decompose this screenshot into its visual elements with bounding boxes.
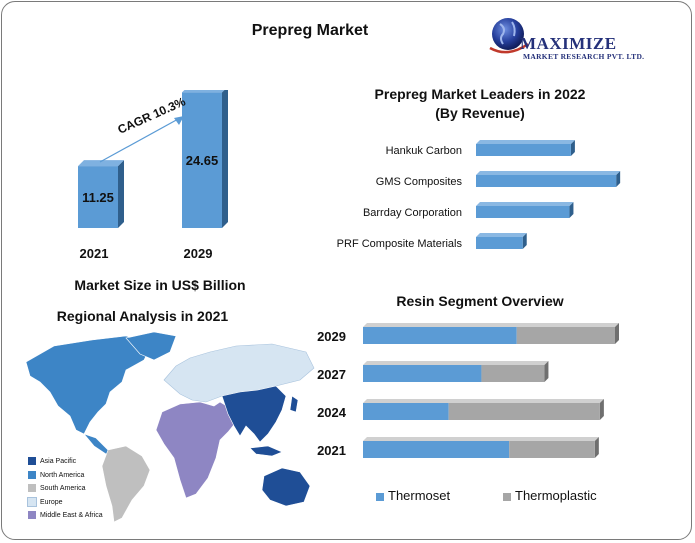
resin-bar-side-2024 (599, 399, 604, 420)
legend-item-north-america: North America (28, 469, 103, 483)
resin-bar-side-2021 (594, 437, 599, 458)
market-bar-2029-top (182, 90, 225, 93)
leader-bar-0 (476, 140, 575, 156)
market-year-label-2029: 2029 (184, 246, 213, 261)
market-bar-2029-side (222, 90, 228, 228)
resin-bar-side-2029 (615, 323, 619, 344)
leaders-chart: Hankuk Carbon GMS Composites Barrday Corpo… (337, 140, 621, 250)
market-year-label-2021: 2021 (80, 246, 109, 261)
leader-label-3: PRF Composite Materials (337, 238, 463, 250)
leader-bar-2 (476, 202, 574, 218)
leader-bar-0-face (476, 144, 571, 156)
leader-bar-3-top (476, 233, 527, 237)
resin-year-label-2027: 2027 (317, 367, 346, 382)
regional-title: Regional Analysis in 2021 (56, 308, 229, 324)
resin-year-label-2024: 2024 (317, 405, 347, 420)
resin-bar-top-2029 (363, 323, 619, 327)
map-mea (155, 401, 237, 499)
leader-bar-2-top (476, 202, 574, 206)
page-title: Prepreg Market (251, 22, 369, 39)
resin-bar-2029 (363, 323, 619, 344)
market-bar-2021-top (78, 160, 124, 167)
globe-logo-icon (489, 18, 529, 54)
resin-thermoplastic-2024 (448, 403, 600, 420)
resin-thermoset-2021 (363, 441, 510, 458)
market-bar-label-2021: 11.25 (82, 190, 114, 205)
market-bar-2029-face (182, 92, 222, 228)
cagr-arrow-line (99, 117, 181, 163)
leaders-title-line2: (By Revenue) (435, 105, 525, 121)
legend-item-south-america: South America (28, 482, 103, 496)
market-bar-2021-face (78, 166, 118, 228)
market-size-chart: 11.25 2021 24.65 2029 CAGR 10.3% (78, 90, 228, 261)
market-size-caption: Market Size in US$ Billion (74, 277, 246, 293)
resin-bar-side-2027 (544, 361, 549, 382)
resin-bar-top-2027 (363, 361, 549, 365)
leader-bar-2-face (476, 206, 570, 218)
resin-title: Resin Segment Overview (396, 293, 564, 309)
map-south-america (101, 445, 151, 523)
resin-year-label-2029: 2029 (317, 329, 346, 344)
leader-bar-0-side (570, 140, 575, 156)
map-greenland (125, 331, 177, 361)
leader-bar-1 (476, 171, 621, 187)
resin-bar-2024 (363, 399, 604, 420)
leader-bar-1-face (476, 175, 617, 187)
leader-bar-1-top (476, 171, 621, 175)
resin-bar-top-2021 (363, 437, 599, 441)
map-europe (163, 343, 315, 403)
leader-label-2: Barrday Corporation (363, 207, 462, 219)
leader-label-0: Hankuk Carbon (386, 145, 462, 157)
market-bar-label-2029: 24.65 (186, 153, 219, 168)
leader-bar-1-side (616, 171, 621, 187)
map-australia (261, 467, 311, 507)
legend-thermoset: Thermoset (376, 488, 450, 503)
resin-thermoplastic-2027 (481, 365, 545, 382)
leader-bar-3-side (522, 233, 527, 249)
leaders-title-line1: Prepreg Market Leaders in 2022 (374, 86, 586, 102)
leader-label-1: GMS Composites (376, 176, 463, 188)
legend-item-asia: Asia Pacific (28, 455, 103, 469)
legend-thermoplastic: Thermoplastic (503, 488, 597, 503)
logo-subtitle: MARKET RESEARCH PVT. LTD. (523, 52, 645, 61)
market-bar-2029 (182, 90, 228, 228)
legend-item-europe: Europe (27, 496, 103, 510)
leader-bar-2-side (569, 202, 574, 218)
resin-thermoplastic-2029 (516, 327, 615, 344)
resin-chart: 2029 2027 2024 2021 (317, 323, 619, 458)
map-asia-pacific (221, 385, 287, 443)
cagr-label: CAGR 10.3% (116, 94, 188, 136)
legend-item-mea: Middle East & Africa (28, 509, 103, 523)
world-map (25, 331, 315, 523)
leader-bar-3 (476, 233, 527, 249)
thermoset-swatch (376, 492, 384, 501)
cagr-arrowhead-icon (174, 116, 184, 125)
map-central-america (83, 433, 111, 455)
resin-bar-2021 (363, 437, 599, 458)
market-bar-2021 (78, 160, 124, 228)
map-japan (289, 395, 299, 413)
market-bar-2021-side (118, 160, 124, 228)
resin-thermoset-2027 (363, 365, 482, 382)
map-north-america (25, 335, 153, 435)
resin-thermoset-2029 (363, 327, 517, 344)
map-indonesia (249, 445, 283, 457)
resin-bar-top-2024 (363, 399, 604, 403)
resin-thermoset-2024 (363, 403, 449, 420)
map-legend: Asia Pacific North America South America… (27, 455, 103, 523)
logo-name: MAXIMIZE (520, 34, 617, 53)
leader-bar-3-face (476, 237, 523, 249)
resin-thermoplastic-2021 (509, 441, 595, 458)
resin-bar-2027 (363, 361, 549, 382)
resin-year-label-2021: 2021 (317, 443, 346, 458)
thermoplastic-swatch (503, 492, 511, 501)
leader-bar-0-top (476, 140, 575, 144)
